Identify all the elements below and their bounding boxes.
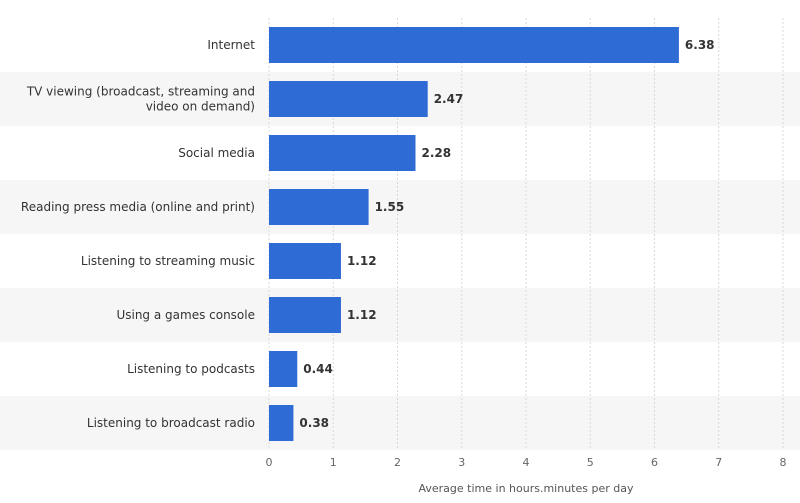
bar bbox=[269, 243, 341, 279]
value-label: 6.38 bbox=[685, 38, 715, 52]
row-band bbox=[0, 180, 800, 234]
bar bbox=[269, 81, 428, 117]
x-axis-ticks: 0 1 2 3 4 5 6 7 8 bbox=[266, 456, 787, 469]
x-tick-label: 8 bbox=[780, 456, 787, 469]
bar bbox=[269, 27, 679, 63]
category-label: Internet bbox=[207, 38, 255, 52]
category-label: Using a games console bbox=[116, 308, 255, 322]
row-band bbox=[0, 396, 800, 450]
x-tick-label: 3 bbox=[458, 456, 465, 469]
bar bbox=[269, 135, 416, 171]
category-label: Social media bbox=[178, 146, 255, 160]
category-label: Listening to podcasts bbox=[127, 362, 255, 376]
value-label: 0.38 bbox=[299, 416, 329, 430]
x-tick-label: 4 bbox=[523, 456, 530, 469]
x-axis-title: Average time in hours.minutes per day bbox=[419, 482, 634, 495]
category-label: Listening to broadcast radio bbox=[87, 416, 255, 430]
x-tick-label: 6 bbox=[651, 456, 658, 469]
row-band bbox=[0, 288, 800, 342]
value-label: 2.28 bbox=[421, 146, 451, 160]
value-labels: 6.38 2.47 2.28 1.55 1.12 1.12 0.44 0.38 bbox=[299, 38, 714, 430]
x-tick-label: 7 bbox=[715, 456, 722, 469]
bar bbox=[269, 405, 294, 441]
bars bbox=[269, 27, 679, 441]
value-label: 1.12 bbox=[347, 308, 377, 322]
bar bbox=[269, 297, 341, 333]
value-label: 2.47 bbox=[434, 92, 464, 106]
category-labels: Internet TV viewing (broadcast, streaming… bbox=[21, 38, 255, 430]
category-label: Listening to streaming music bbox=[81, 254, 255, 268]
value-label: 1.12 bbox=[347, 254, 377, 268]
value-label: 1.55 bbox=[375, 200, 405, 214]
value-label: 0.44 bbox=[303, 362, 333, 376]
x-tick-label: 5 bbox=[587, 456, 594, 469]
x-tick-label: 2 bbox=[394, 456, 401, 469]
category-label: TV viewing (broadcast, streaming and vide… bbox=[26, 85, 255, 114]
x-tick-label: 0 bbox=[266, 456, 273, 469]
category-label: Reading press media (online and print) bbox=[21, 200, 255, 214]
bar bbox=[269, 189, 369, 225]
x-tick-label: 1 bbox=[330, 456, 337, 469]
bar bbox=[269, 351, 298, 387]
